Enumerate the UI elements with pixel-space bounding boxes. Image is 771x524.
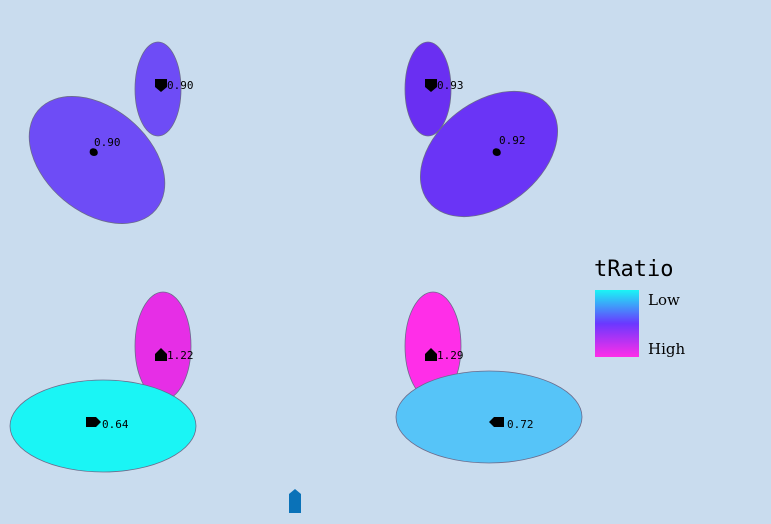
stray-marker bbox=[289, 489, 301, 513]
glyph-value-label-bottom-left-wide: 0.64 bbox=[102, 418, 129, 431]
glyph-marker-bottom-right-tall bbox=[425, 348, 437, 361]
glyph-ellipse-top-right-large bbox=[419, 90, 559, 218]
glyph-marker-top-left-large bbox=[89, 148, 98, 156]
glyph-ellipse-bottom-left-tall bbox=[134, 291, 192, 401]
legend: tRatio Low High bbox=[594, 257, 685, 358]
glyph-value-label-bottom-left-tall: 1.22 bbox=[167, 349, 194, 362]
glyph-marker-top-right-large bbox=[492, 148, 501, 156]
glyph-marker-top-right-small bbox=[425, 79, 437, 92]
glyph-ellipse-bottom-left-wide bbox=[9, 379, 197, 473]
glyph-value-label-top-left-large: 0.90 bbox=[94, 136, 121, 149]
legend-high-label: High bbox=[648, 340, 685, 358]
glyph-ellipse-top-left-large bbox=[28, 96, 166, 224]
glyph-value-label-bottom-right-tall: 1.29 bbox=[437, 349, 464, 362]
glyph-ellipse-bottom-right-wide bbox=[395, 370, 583, 464]
glyph-value-label-bottom-right-wide: 0.72 bbox=[507, 418, 534, 431]
glyph-marker-bottom-left-wide bbox=[86, 417, 101, 427]
glyph-value-label-top-right-large: 0.92 bbox=[499, 134, 526, 147]
glyph-marker-bottom-right-wide bbox=[489, 417, 504, 427]
glyph-value-label-top-right-small: 0.93 bbox=[437, 79, 464, 92]
glyph-value-label-top-left-small: 0.90 bbox=[167, 79, 194, 92]
legend-title: tRatio bbox=[594, 257, 673, 282]
legend-low-label: Low bbox=[648, 291, 680, 309]
glyph-layer: 0.90 0.90 0.93 0.92 1.22 0.64 1.29 0.72 bbox=[9, 41, 583, 473]
glyph-marker-bottom-left-tall bbox=[155, 348, 167, 361]
legend-color-bar bbox=[595, 290, 639, 357]
glyph-marker-top-left-small bbox=[155, 79, 167, 92]
